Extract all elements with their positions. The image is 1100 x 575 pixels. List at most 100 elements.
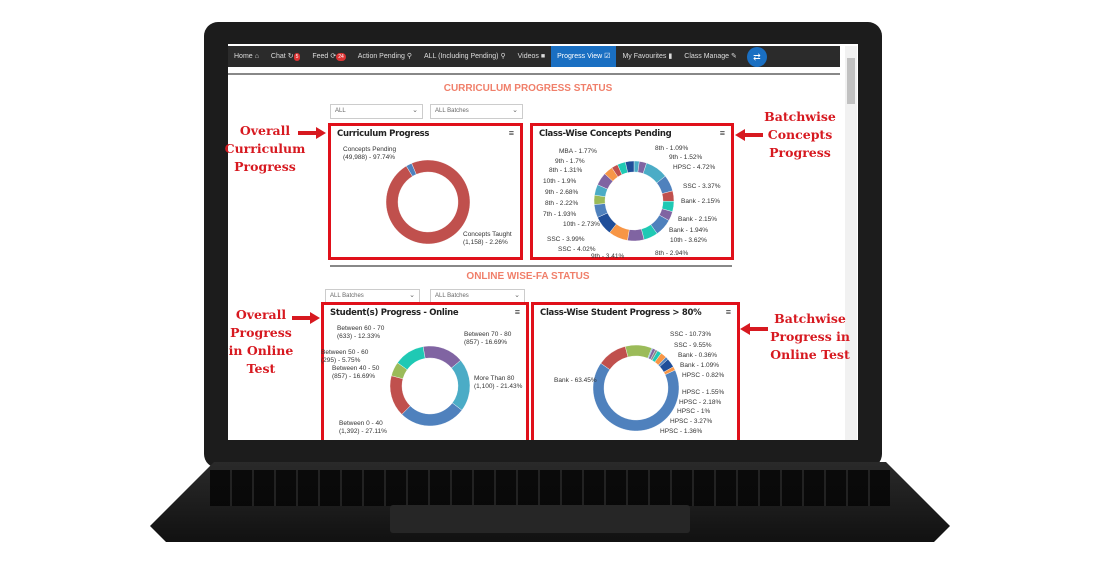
scrollbar[interactable] [845, 46, 857, 440]
chart-title: Class-Wise Student Progress > 80% [540, 308, 702, 318]
slice-label: SSC - 3.37% [683, 183, 721, 190]
nav-home[interactable]: Home ⌂ [228, 46, 265, 67]
laptop-touchpad [390, 505, 690, 533]
top-nav: Home ⌂ Chat ↻ 5 Feed ⟳ 24 Action Pending ⚲ ALL… [228, 46, 840, 67]
donut-slice[interactable] [592, 363, 680, 432]
slice-label: HPSC - 2.18% [679, 399, 722, 406]
screen: Home ⌂ Chat ↻ 5 Feed ⟳ 24 Action Pending ⚲ ALL… [228, 44, 858, 440]
slice-label: Bank - 0.36% [678, 352, 718, 359]
slice-label: Between 60 - 70 (633) - 12.33% [337, 325, 385, 340]
nav-label: Home [234, 53, 253, 60]
annotation-batchwise-concepts: Batchwise Concepts Progress [764, 109, 836, 160]
slice-label: Bank - 2.15% [681, 198, 721, 205]
laptop-keyboard [210, 470, 890, 506]
slice-label: Concepts Pending (49,988) - 97.74% [343, 146, 397, 161]
donut-chart [593, 160, 675, 242]
slice-label: SSC - 9.55% [674, 342, 712, 349]
arrow-left-icon [740, 323, 768, 335]
slice-label: Concepts Taught (1,158) - 2.26% [463, 231, 512, 246]
nav-label: Action Pending [357, 53, 405, 60]
class-wise-concepts-chart: Class-Wise Concepts Pending ≡ 8th - 1.09… [530, 123, 734, 260]
chat-icon: ↻ [287, 53, 294, 60]
scrollbar-thumb[interactable] [847, 58, 855, 104]
donut-chart [592, 344, 680, 432]
nav-all-including-pending[interactable]: ALL (Including Pending) ⚲ [418, 46, 512, 67]
nav-label: Feed [312, 53, 329, 60]
annotation-overall-curriculum: Overall Curriculum Progress [224, 123, 306, 174]
nav-progress-view[interactable]: Progress View ☑ [551, 46, 617, 67]
pencil-icon: ✎ [731, 53, 737, 60]
donut-slice[interactable] [422, 345, 461, 369]
annotation-overall-online: Overall Progress in Online Test [228, 307, 294, 376]
swap-icon[interactable]: ⇄ [746, 46, 767, 67]
class-wise-student-progress-chart: Class-Wise Student Progress > 80% ≡ SSC … [531, 302, 740, 440]
slice-label: HPSC - 1% [677, 408, 711, 415]
donut-chart [389, 345, 471, 427]
slice-label: 10th - 1.9% [543, 178, 577, 185]
donut-slice[interactable] [397, 346, 426, 370]
video-icon: ■ [540, 53, 546, 60]
slice-label: SSC - 10.73% [670, 331, 712, 338]
slice-label: 10th - 2.73% [563, 221, 600, 228]
online-section-title: ONLINE WISE-FA STATUS [466, 271, 590, 282]
donut-slice[interactable] [389, 375, 411, 415]
nav-action-pending[interactable]: Action Pending ⚲ [352, 46, 418, 67]
donut-chart [385, 159, 471, 245]
nav-feed[interactable]: Feed ⟳ 24 [306, 46, 351, 67]
slice-label: More Than 80 (1,100) - 21.43% [474, 375, 523, 390]
donut-slice[interactable] [406, 163, 417, 177]
curriculum-progress-chart: Curriculum Progress ≡ Concepts Pending (… [328, 123, 523, 260]
chart-title: Curriculum Progress [337, 129, 430, 139]
slice-label: HPSC - 0.82% [682, 372, 725, 379]
donut-slice[interactable] [401, 402, 463, 427]
slice-label: 9th - 2.68% [545, 189, 579, 196]
arrow-left-icon [735, 129, 763, 141]
menu-icon[interactable]: ≡ [514, 307, 520, 317]
slice-label: Between 40 - 50 (857) - 16.69% [332, 365, 380, 380]
nav-label: Videos [517, 53, 539, 60]
search-icon: ⚲ [500, 53, 506, 60]
slice-label: 9th - 1.7% [555, 158, 585, 165]
divider [330, 265, 732, 267]
refresh-icon: ⟳ [330, 53, 337, 60]
slice-label: SSC - 3.99% [547, 236, 585, 243]
nav-videos[interactable]: Videos ■ [512, 46, 552, 67]
menu-icon[interactable]: ≡ [725, 307, 731, 317]
slice-label: HPSC - 4.72% [673, 164, 716, 171]
slice-label: Bank - 1.09% [680, 362, 720, 369]
slice-label: HPSC - 1.36% [660, 428, 703, 435]
menu-icon[interactable]: ≡ [508, 128, 514, 138]
divider [228, 73, 840, 75]
nav-class-manage[interactable]: Class Manage ✎ [678, 46, 743, 67]
search-icon: ⚲ [406, 53, 413, 60]
slice-label: HPSC - 1.55% [682, 389, 725, 396]
student-progress-online-chart: Student(s) Progress - Online ≡ Between 7… [321, 302, 529, 440]
menu-icon[interactable]: ≡ [719, 128, 725, 138]
slice-label: Between 70 - 80 (857) - 16.69% [464, 331, 512, 346]
curriculum-section-title: CURRICULUM PROGRESS STATUS [443, 83, 613, 94]
slice-label: 8th - 2.94% [655, 250, 689, 257]
edit-icon: ☑ [604, 53, 611, 60]
slice-label: 7th - 1.93% [543, 211, 577, 218]
annotation-batchwise-online: Batchwise Progress in Online Test [770, 311, 850, 362]
donut-slice[interactable] [451, 360, 471, 411]
slice-label: Bank - 63.45% [554, 377, 597, 384]
nav-my-favourites[interactable]: My Favourites ▮ [616, 46, 678, 67]
chart-title: Class-Wise Concepts Pending [539, 129, 672, 139]
curriculum-batch-select[interactable]: ALL Batches [430, 104, 523, 119]
slice-label: Bank - 1.94% [669, 227, 709, 234]
slice-label: 8th - 2.22% [545, 200, 579, 207]
slice-label: 10th - 3.62% [670, 237, 707, 244]
donut-slice[interactable] [624, 344, 653, 359]
slice-label: Between 50 - 60 (295) - 5.75% [321, 349, 369, 364]
curriculum-filter-select[interactable]: ALL [330, 104, 423, 119]
chart-title: Student(s) Progress - Online [330, 308, 459, 318]
donut-slice[interactable] [625, 160, 635, 173]
donut-slice[interactable] [385, 159, 471, 245]
bookmark-icon: ▮ [668, 53, 673, 60]
donut-slice[interactable] [627, 228, 645, 242]
arrow-right-icon [298, 127, 326, 139]
arrow-right-icon [292, 312, 320, 324]
nav-chat[interactable]: Chat ↻ 5 [265, 46, 306, 67]
slice-label: HPSC - 3.27% [670, 418, 713, 425]
